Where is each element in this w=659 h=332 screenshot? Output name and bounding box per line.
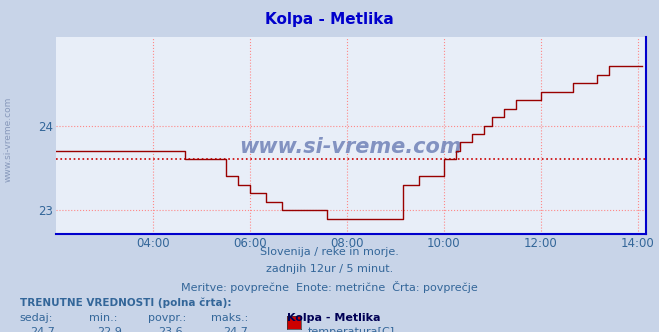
Text: Slovenija / reke in morje.: Slovenija / reke in morje. xyxy=(260,247,399,257)
Text: maks.:: maks.: xyxy=(211,313,248,323)
Text: zadnjih 12ur / 5 minut.: zadnjih 12ur / 5 minut. xyxy=(266,264,393,274)
Text: min.:: min.: xyxy=(89,313,117,323)
Text: 24,7: 24,7 xyxy=(223,327,248,332)
Text: TRENUTNE VREDNOSTI (polna črta):: TRENUTNE VREDNOSTI (polna črta): xyxy=(20,297,231,308)
Text: Kolpa - Metlika: Kolpa - Metlika xyxy=(287,313,380,323)
Text: www.si-vreme.com: www.si-vreme.com xyxy=(240,137,462,157)
Text: Kolpa - Metlika: Kolpa - Metlika xyxy=(265,12,394,27)
Text: povpr.:: povpr.: xyxy=(148,313,186,323)
Text: sedaj:: sedaj: xyxy=(20,313,53,323)
Text: 24,7: 24,7 xyxy=(30,327,55,332)
Text: Meritve: povprečne  Enote: metrične  Črta: povprečje: Meritve: povprečne Enote: metrične Črta:… xyxy=(181,281,478,292)
Text: 22,9: 22,9 xyxy=(98,327,123,332)
Text: 23,6: 23,6 xyxy=(158,327,183,332)
Text: www.si-vreme.com: www.si-vreme.com xyxy=(3,97,13,182)
Text: temperatura[C]: temperatura[C] xyxy=(308,327,395,332)
